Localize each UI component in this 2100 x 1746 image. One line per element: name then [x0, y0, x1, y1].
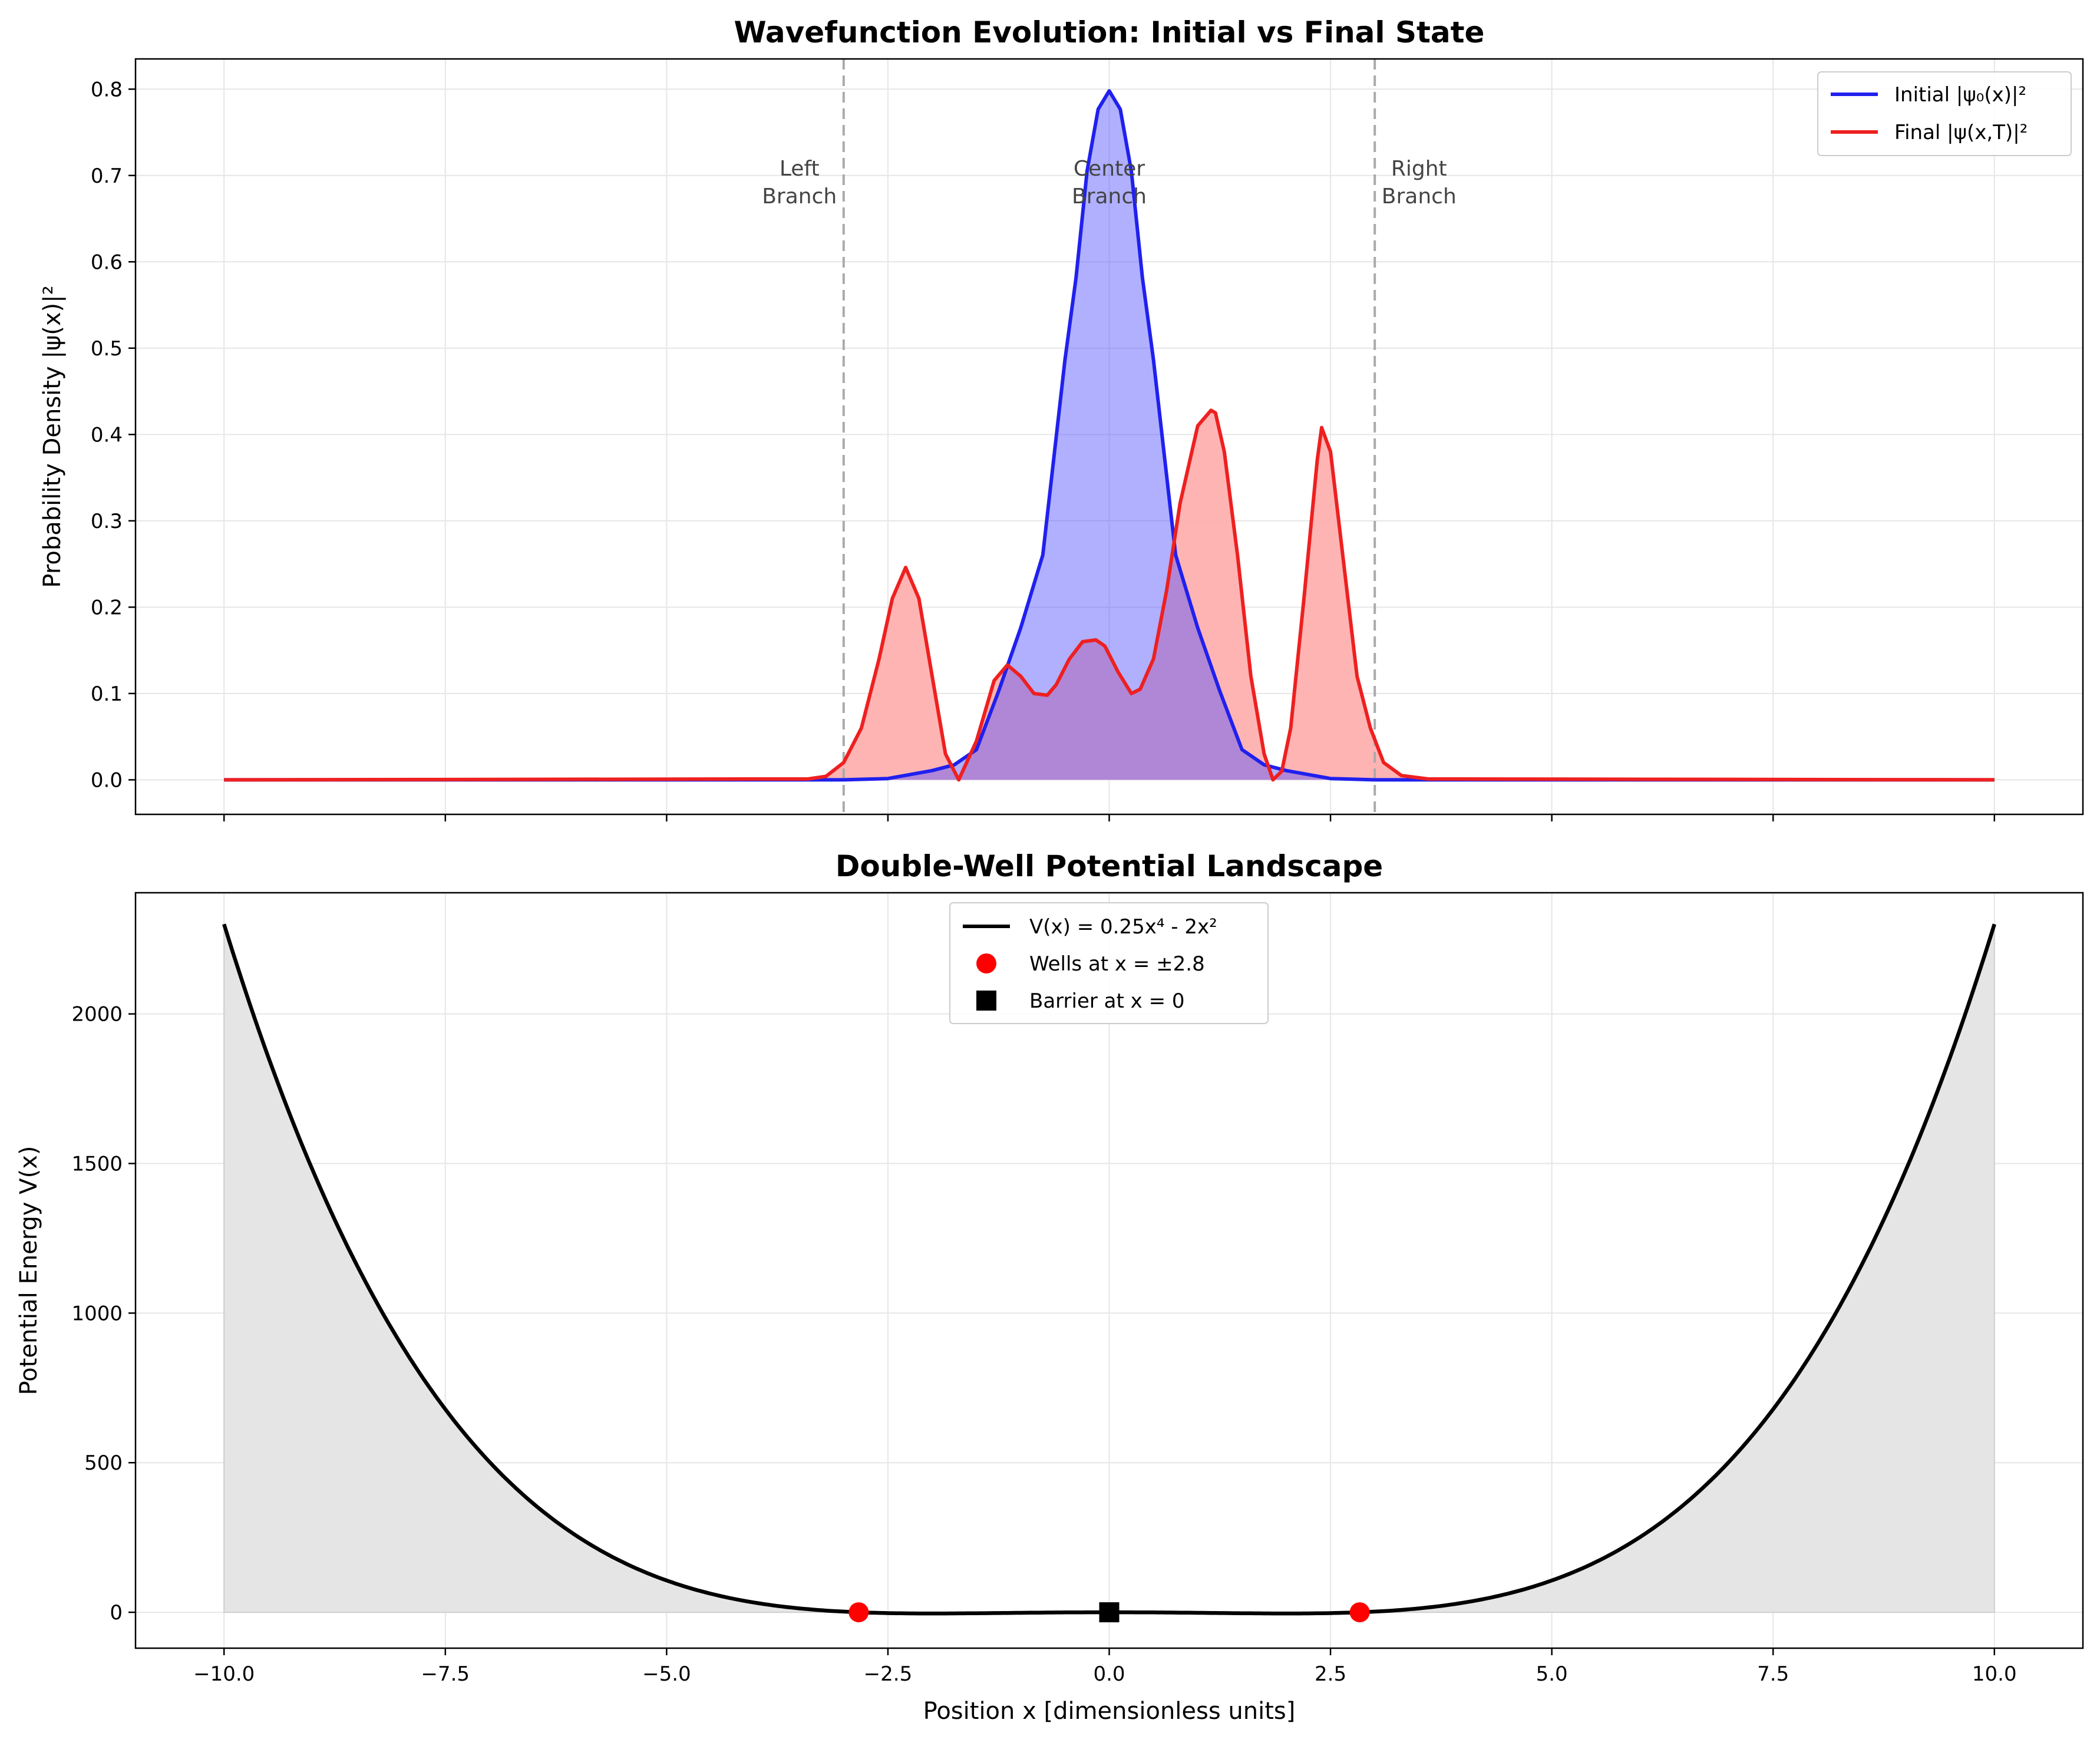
y-tick-label: 1500: [71, 1152, 123, 1176]
legend-box: [1817, 71, 2072, 156]
final-density-line: [224, 408, 1995, 782]
y-tick-label: 0.1: [91, 682, 123, 706]
y-tick-label: 0: [110, 1601, 123, 1625]
y-ticks: 0.0 0.1 0.2 0.3 0.4 0.5 0.6 0.7 0.8: [91, 78, 136, 792]
y-tick-label: 0.0: [91, 768, 123, 792]
branch-annotation: Right: [1391, 157, 1447, 181]
x-tick-label: 2.5: [1315, 1662, 1346, 1686]
series-fills: [224, 91, 1995, 780]
branch-annotation: Branch: [1382, 184, 1457, 209]
y-tick-label: 0.6: [91, 250, 123, 274]
markers: [848, 1602, 1370, 1623]
legend-entry-initial: Initial |ψ₀(x)|²: [1894, 83, 2026, 107]
x-ticks: [223, 814, 1996, 821]
x-tick-label: −2.5: [864, 1662, 913, 1686]
barrier-marker: [1099, 1602, 1120, 1623]
initial-density-line: [224, 89, 1995, 782]
branch-divider-lines: [842, 59, 1376, 814]
branch-annotation: Center: [1074, 157, 1145, 181]
x-tick-label: 0.0: [1093, 1662, 1125, 1686]
branch-annotation: Branch: [1072, 184, 1147, 209]
series-lines: [224, 89, 1995, 782]
x-axis-label: Position x [dimensionless units]: [923, 1698, 1296, 1725]
y-tick-label: 1000: [71, 1302, 123, 1325]
y-tick-label: 0.5: [91, 337, 123, 361]
legend-entry-wells: Wells at x = ±2.8: [1029, 952, 1205, 976]
y-tick-label: 500: [84, 1451, 123, 1475]
legend-swatch-wells: [976, 953, 996, 973]
legend-entry-barrier: Barrier at x = 0: [1029, 989, 1185, 1013]
legend: Initial |ψ₀(x)|² Final |ψ(x,T)|²: [1817, 71, 2072, 156]
potential-panel: −10.0 −7.5 −5.0 −2.5 0.0 2.5 5.0 7.5 10.0 0 500 10…: [15, 849, 2084, 1725]
legend-swatch-barrier: [976, 991, 996, 1011]
y-tick-label: 0.3: [91, 510, 123, 533]
well-marker: [848, 1602, 869, 1623]
well-marker: [1349, 1602, 1370, 1623]
y-tick-label: 0.2: [91, 596, 123, 619]
wavefunction-panel: 0.0 0.1 0.2 0.3 0.4 0.5 0.6 0.7 0.8 Left Branch Ce…: [39, 15, 2084, 821]
initial-density-fill: [224, 91, 1995, 780]
x-ticks: −10.0 −7.5 −5.0 −2.5 0.0 2.5 5.0 7.5 10.0: [193, 1648, 2017, 1686]
y-axis-label: Probability Density |ψ(x)|²: [39, 285, 66, 587]
branch-annotations: Left Branch Center Branch Right Branch: [762, 157, 1457, 209]
y-axis-label: Potential Energy V(x): [15, 1146, 42, 1395]
legend: V(x) = 0.25x⁴ - 2x² Wells at x = ±2.8 Ba…: [949, 902, 1269, 1024]
x-tick-label: 5.0: [1536, 1662, 1568, 1686]
legend-box: [949, 902, 1269, 1024]
y-tick-label: 0.7: [91, 164, 123, 188]
y-tick-label: 2000: [71, 1003, 123, 1027]
legend-entry-potential: V(x) = 0.25x⁴ - 2x²: [1029, 915, 1217, 939]
final-density-fill: [224, 410, 1995, 780]
x-tick-label: −5.0: [642, 1662, 691, 1686]
x-tick-label: 7.5: [1757, 1662, 1789, 1686]
branch-annotation: Left: [780, 157, 820, 181]
chart-title: Wavefunction Evolution: Initial vs Final…: [734, 15, 1485, 49]
y-tick-label: 0.8: [91, 78, 123, 101]
x-tick-label: −7.5: [421, 1662, 470, 1686]
y-ticks: 0 500 1000 1500 2000: [71, 1003, 136, 1625]
legend-entry-final: Final |ψ(x,T)|²: [1894, 121, 2028, 144]
branch-annotation: Branch: [762, 184, 837, 209]
x-tick-label: 10.0: [1972, 1662, 2017, 1686]
chart-title: Double-Well Potential Landscape: [836, 849, 1383, 883]
y-tick-label: 0.4: [91, 423, 123, 447]
x-tick-label: −10.0: [193, 1662, 255, 1686]
